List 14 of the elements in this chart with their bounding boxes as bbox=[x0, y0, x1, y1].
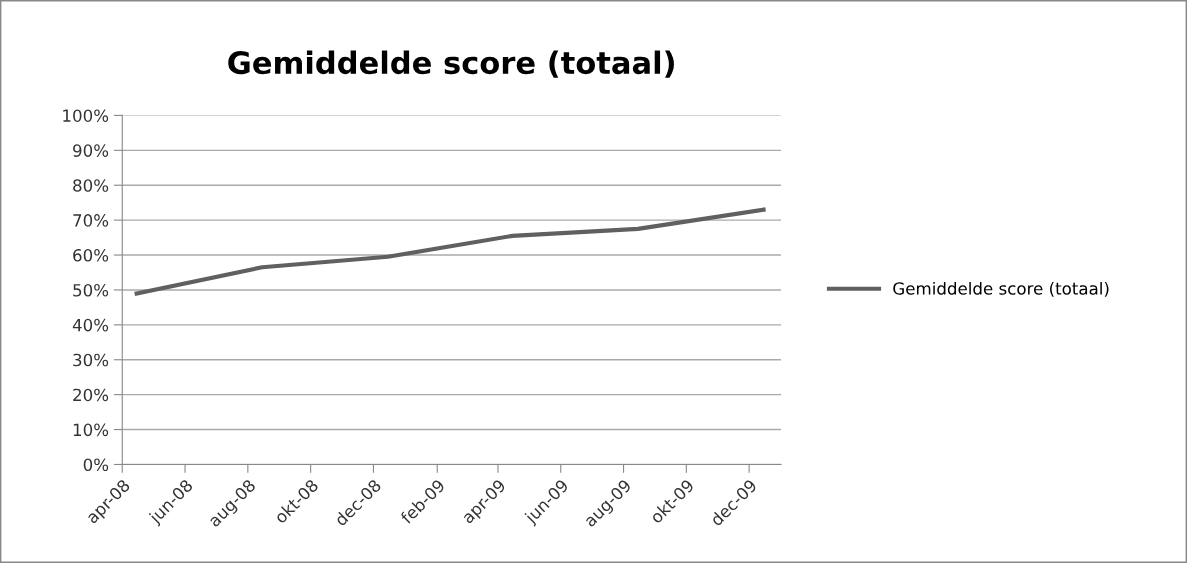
y-tick-label: 100% bbox=[63, 109, 109, 122]
y-tick-label: 70% bbox=[73, 214, 109, 227]
y-tick-label: 30% bbox=[73, 353, 109, 367]
y-tick-label: 40% bbox=[72, 318, 109, 332]
y-tick-label: 90% bbox=[73, 144, 109, 157]
y-tick-label: 20% bbox=[73, 388, 109, 402]
y-tick-label: 0% bbox=[83, 458, 109, 472]
y-tick-label: 80% bbox=[73, 179, 109, 192]
y-tick-label: 60% bbox=[73, 249, 109, 262]
line-series bbox=[134, 207, 766, 296]
chart-title: Gemiddelde score (totaal) bbox=[228, 50, 674, 78]
y-tick-label: 50% bbox=[73, 283, 109, 297]
y-tick-label: 10% bbox=[73, 423, 109, 437]
legend-label: Gemiddelde score (totaal) bbox=[893, 281, 1109, 297]
